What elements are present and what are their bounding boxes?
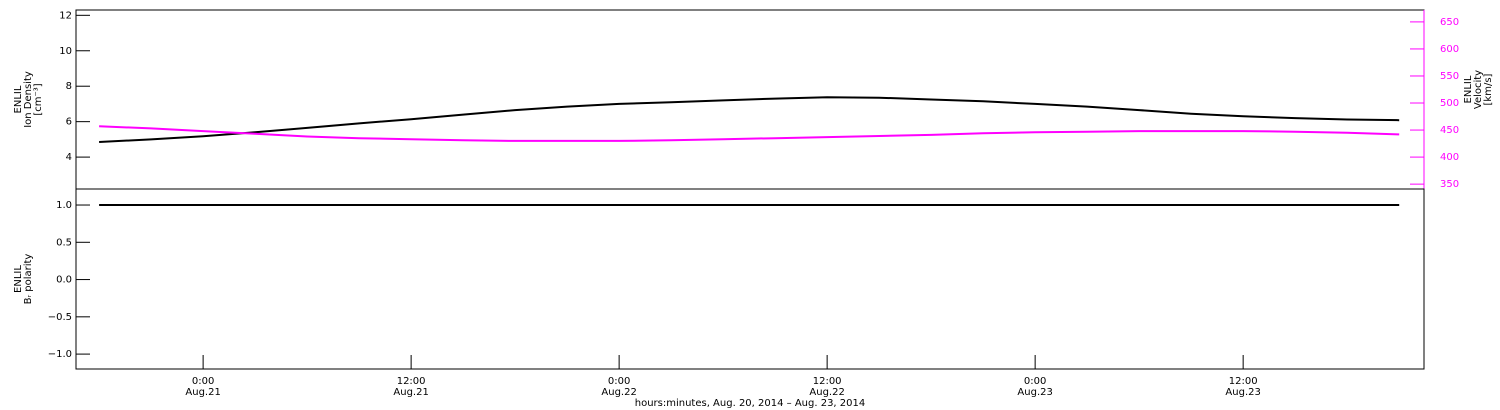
y-axis-label: Bᵣ polarity <box>23 254 34 305</box>
y2-tick-label: 450 <box>1440 125 1459 136</box>
y-axis-label: [cm⁻³] <box>33 83 44 115</box>
data-line <box>99 96 1400 143</box>
y2-tick-label: 500 <box>1440 98 1459 109</box>
y-tick-label: −0.5 <box>48 312 72 323</box>
x-tick-label: Aug.22 <box>601 387 636 398</box>
y-tick-label: 12 <box>59 10 72 21</box>
x-tick-label: 12:00 <box>1229 376 1258 387</box>
x-tick-label: 0:00 <box>1024 376 1046 387</box>
y-tick-label: 1.0 <box>56 200 72 211</box>
y-tick-label: 10 <box>59 46 72 57</box>
x-tick-label: 12:00 <box>397 376 426 387</box>
x-axis-label: hours:minutes, Aug. 20, 2014 – Aug. 23, … <box>635 398 866 409</box>
y2-axis-label: Velocity <box>1473 70 1484 109</box>
x-tick-label: 0:00 <box>608 376 630 387</box>
y-tick-label: 6 <box>66 117 72 128</box>
x-tick-label: Aug.21 <box>185 387 220 398</box>
y-axis-label: ENLIL <box>13 265 24 293</box>
y2-tick-label: 350 <box>1440 179 1459 190</box>
y2-axis-label: [km/s] <box>1483 73 1494 105</box>
x-tick-label: Aug.21 <box>393 387 428 398</box>
y-tick-label: 4 <box>66 152 72 163</box>
y-tick-label: −1.0 <box>48 349 72 360</box>
y-axis-label: Ion Density <box>23 71 34 128</box>
y2-tick-label: 400 <box>1440 152 1459 163</box>
y2-tick-label: 650 <box>1440 17 1459 28</box>
y2-tick-label: 550 <box>1440 71 1459 82</box>
x-tick-label: Aug.23 <box>1225 387 1260 398</box>
x-tick-label: Aug.23 <box>1017 387 1052 398</box>
x-tick-label: Aug.22 <box>809 387 844 398</box>
data-line <box>99 125 1400 142</box>
y2-tick-label: 600 <box>1440 44 1459 55</box>
x-tick-label: 12:00 <box>813 376 842 387</box>
y-axis-label: ENLIL <box>13 85 24 113</box>
y2-axis-label: ENLIL <box>1463 75 1474 103</box>
y-tick-label: 0.0 <box>56 275 72 286</box>
x-tick-label: 0:00 <box>192 376 214 387</box>
y-tick-label: 8 <box>66 81 72 92</box>
y-tick-label: 0.5 <box>56 237 72 248</box>
plot-frame <box>75 188 1425 370</box>
